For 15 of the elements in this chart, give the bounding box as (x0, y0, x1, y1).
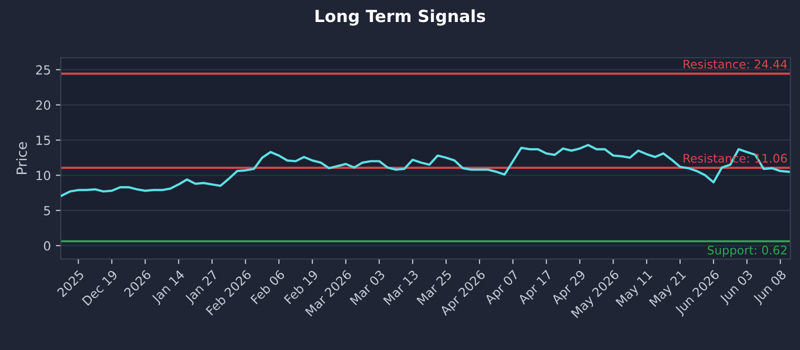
x-tick-label: Jan 14 (150, 269, 187, 306)
y-tick-label: 20 (36, 100, 50, 110)
y-tick-label: 5 (44, 206, 50, 216)
y-tick-label: 15 (36, 136, 50, 146)
y-axis-title: Price (16, 142, 27, 174)
x-tick-label: Jun 08 (752, 269, 788, 306)
x-tick-label: Feb 06 (250, 269, 286, 304)
y-tick-label: 0 (44, 241, 50, 251)
line-series (60, 144, 790, 197)
chart-title: Long Term Signals (316, 9, 486, 26)
ref-line-label: Support: 0.62 (708, 246, 786, 257)
ref-line-label: Resistance: 24.44 (684, 59, 787, 69)
y-tick-label: 25 (36, 65, 50, 75)
y-tick-label: 10 (36, 170, 50, 180)
x-tick-label: Jun 03 (718, 270, 755, 306)
